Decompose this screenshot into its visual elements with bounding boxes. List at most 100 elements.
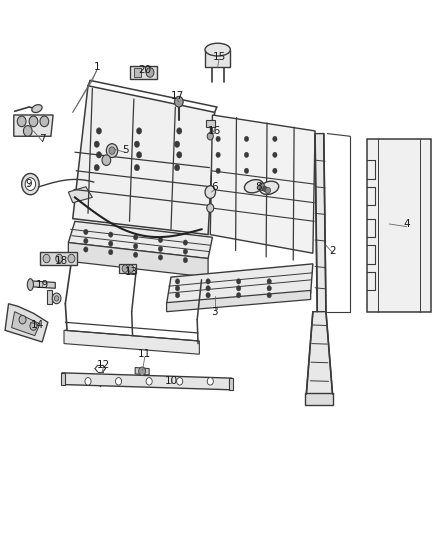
Circle shape	[40, 116, 49, 127]
Ellipse shape	[205, 43, 230, 56]
Circle shape	[134, 235, 138, 240]
Circle shape	[175, 279, 180, 284]
Polygon shape	[166, 290, 311, 312]
Circle shape	[96, 128, 102, 134]
Circle shape	[267, 286, 272, 291]
Circle shape	[207, 377, 213, 385]
Circle shape	[273, 136, 277, 142]
Circle shape	[177, 377, 183, 385]
Circle shape	[237, 286, 241, 291]
Polygon shape	[46, 290, 52, 304]
Circle shape	[17, 116, 26, 127]
Polygon shape	[134, 68, 141, 77]
Text: 20: 20	[138, 65, 152, 75]
Polygon shape	[315, 134, 326, 312]
Circle shape	[174, 141, 180, 148]
Text: 5: 5	[122, 144, 128, 155]
Polygon shape	[206, 120, 215, 127]
Polygon shape	[305, 393, 333, 405]
Polygon shape	[166, 264, 313, 304]
Text: 10: 10	[164, 376, 177, 386]
Text: 3: 3	[211, 306, 218, 317]
Circle shape	[68, 254, 75, 263]
Text: 19: 19	[35, 280, 49, 290]
Circle shape	[116, 377, 122, 385]
Text: 9: 9	[25, 179, 32, 189]
Circle shape	[158, 255, 162, 260]
Circle shape	[244, 168, 249, 173]
Text: 8: 8	[255, 182, 261, 192]
Circle shape	[102, 155, 111, 165]
Text: 13: 13	[125, 267, 138, 277]
Circle shape	[106, 144, 118, 158]
Circle shape	[207, 204, 214, 212]
Circle shape	[177, 152, 182, 158]
Circle shape	[244, 152, 249, 158]
Circle shape	[134, 244, 138, 249]
Polygon shape	[73, 86, 215, 235]
Circle shape	[56, 254, 63, 263]
Circle shape	[267, 293, 272, 298]
Polygon shape	[68, 187, 92, 203]
Text: 7: 7	[39, 134, 46, 144]
Polygon shape	[12, 312, 40, 336]
Polygon shape	[68, 243, 208, 277]
Polygon shape	[5, 304, 48, 342]
Ellipse shape	[32, 104, 42, 112]
Circle shape	[146, 377, 152, 385]
Circle shape	[23, 126, 32, 136]
Polygon shape	[119, 264, 136, 273]
Ellipse shape	[27, 279, 33, 290]
Circle shape	[19, 316, 26, 324]
Circle shape	[25, 177, 35, 190]
Circle shape	[206, 293, 210, 298]
Circle shape	[207, 133, 213, 140]
Text: 4: 4	[403, 219, 410, 229]
Circle shape	[175, 286, 180, 291]
Circle shape	[85, 377, 91, 385]
Text: 14: 14	[31, 320, 44, 330]
Circle shape	[158, 246, 162, 252]
Circle shape	[29, 116, 38, 127]
Polygon shape	[306, 312, 332, 394]
Polygon shape	[40, 252, 77, 265]
Text: 17: 17	[171, 91, 184, 101]
Text: 18: 18	[54, 256, 67, 266]
Circle shape	[146, 68, 154, 77]
Circle shape	[206, 286, 210, 291]
Circle shape	[183, 257, 187, 263]
Circle shape	[94, 141, 99, 148]
Circle shape	[206, 279, 210, 284]
Circle shape	[52, 293, 61, 304]
Polygon shape	[210, 115, 315, 253]
Circle shape	[237, 279, 241, 284]
Ellipse shape	[244, 180, 263, 193]
Circle shape	[216, 168, 220, 173]
Circle shape	[273, 168, 277, 173]
Polygon shape	[68, 221, 212, 259]
Circle shape	[43, 254, 50, 263]
Polygon shape	[62, 373, 232, 390]
Circle shape	[265, 187, 271, 193]
Polygon shape	[135, 368, 149, 375]
Circle shape	[177, 128, 182, 134]
Circle shape	[175, 293, 180, 298]
Circle shape	[139, 367, 146, 375]
Circle shape	[96, 152, 102, 158]
Circle shape	[134, 141, 140, 148]
Circle shape	[158, 237, 162, 243]
Circle shape	[134, 252, 138, 257]
Circle shape	[21, 173, 39, 195]
Circle shape	[84, 229, 88, 235]
Circle shape	[183, 249, 187, 254]
Circle shape	[109, 241, 113, 246]
Circle shape	[109, 147, 115, 155]
Polygon shape	[131, 66, 157, 79]
Circle shape	[183, 240, 187, 245]
Polygon shape	[205, 50, 230, 67]
Circle shape	[205, 185, 215, 198]
Circle shape	[84, 247, 88, 252]
Ellipse shape	[260, 181, 279, 195]
Circle shape	[174, 96, 183, 107]
Polygon shape	[61, 373, 65, 384]
